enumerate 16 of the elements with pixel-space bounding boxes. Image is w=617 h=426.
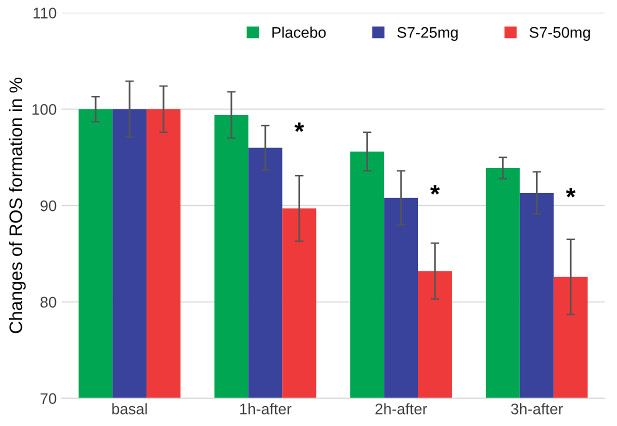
annotation: * [294,122,304,132]
x-tick-label: 3h-after [511,403,563,414]
x-tick-label: basal [112,403,147,414]
annotation: * [430,185,440,194]
legend-label: Placebo [272,26,326,38]
x-tick-label: 1h-after [240,403,292,414]
y-tick-label: 100 [32,104,56,115]
y-tick-label: 70 [40,393,56,404]
y-axis-title: Changes of ROS formation in % [8,78,26,334]
annotation: * [566,188,576,198]
y-tick-label: 110 [34,8,56,18]
y-tick-label: 80 [40,296,56,308]
y-tick-label: 90 [40,200,56,212]
legend-label: S7-50mg [530,27,590,41]
x-tick-label: 2h-after [375,403,428,414]
legend-label: S7-25mg [397,27,458,41]
